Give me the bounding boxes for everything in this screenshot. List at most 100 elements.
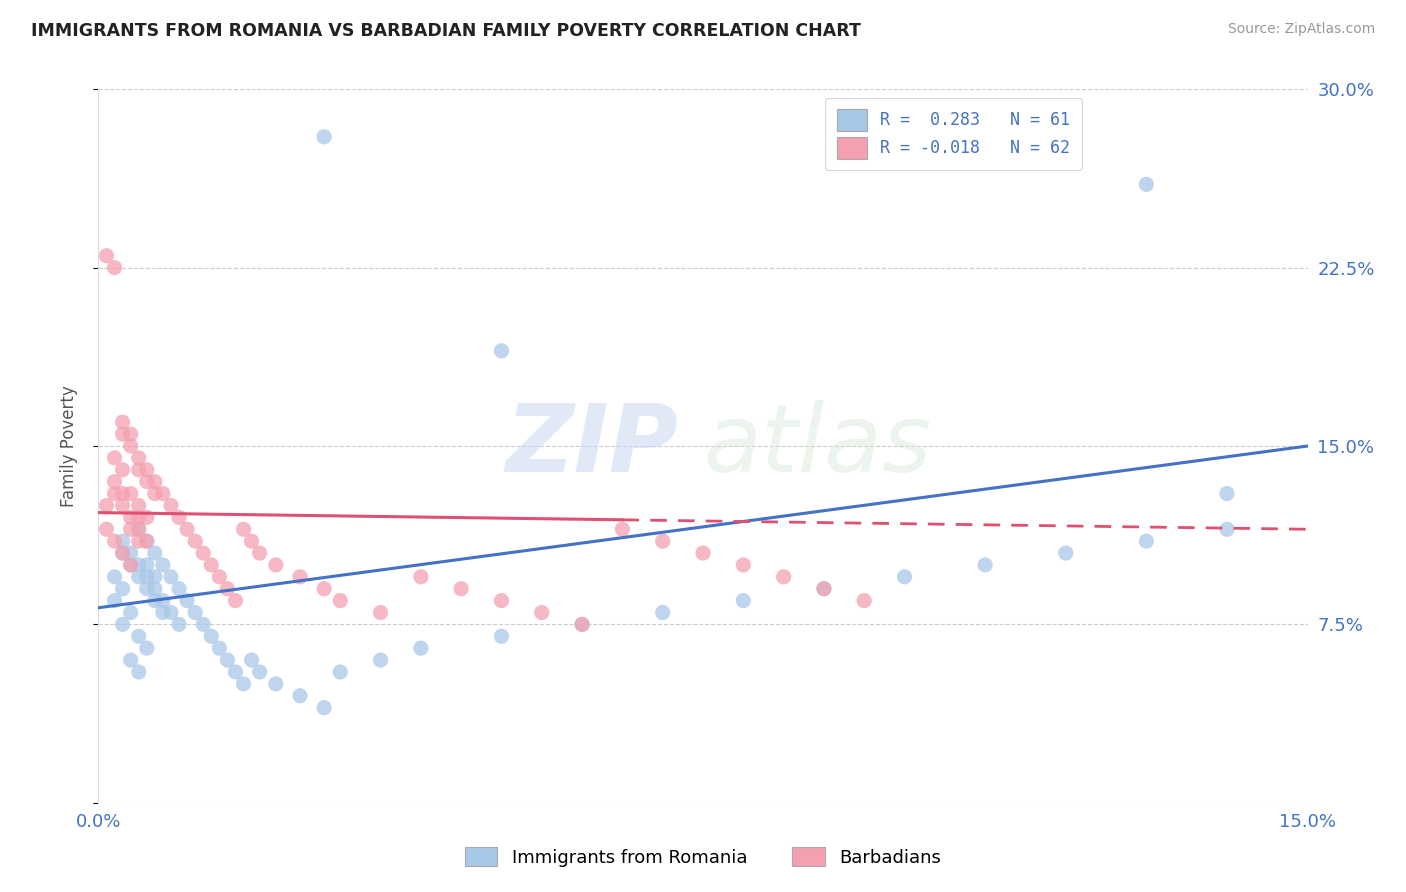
Point	[152, 486, 174, 500]
Point	[96, 499, 118, 513]
Point	[1216, 486, 1239, 500]
Point	[103, 475, 125, 489]
Point	[160, 570, 183, 584]
Point	[571, 617, 593, 632]
Point	[240, 653, 263, 667]
Text: ZIP: ZIP	[506, 400, 679, 492]
Point	[167, 510, 190, 524]
Point	[193, 617, 215, 632]
Point	[264, 677, 287, 691]
Point	[152, 606, 174, 620]
Point	[224, 665, 246, 679]
Point	[329, 593, 352, 607]
Point	[193, 546, 215, 560]
Point	[120, 486, 142, 500]
Point	[128, 522, 150, 536]
Point	[772, 570, 794, 584]
Point	[128, 450, 150, 465]
Point	[120, 439, 142, 453]
Point	[217, 653, 239, 667]
Point	[288, 689, 311, 703]
Point	[143, 582, 166, 596]
Point	[103, 450, 125, 465]
Point	[128, 510, 150, 524]
Point	[120, 510, 142, 524]
Point	[135, 641, 157, 656]
Point	[853, 593, 876, 607]
Point	[111, 546, 134, 560]
Point	[224, 593, 246, 607]
Text: Source: ZipAtlas.com: Source: ZipAtlas.com	[1227, 22, 1375, 37]
Point	[240, 534, 263, 549]
Point	[120, 606, 142, 620]
Point	[135, 582, 157, 596]
Point	[184, 534, 207, 549]
Point	[128, 522, 150, 536]
Point	[1054, 546, 1077, 560]
Point	[314, 129, 336, 144]
Point	[135, 534, 157, 549]
Point	[135, 510, 157, 524]
Point	[111, 415, 134, 429]
Point	[143, 475, 166, 489]
Point	[120, 558, 142, 572]
Point	[813, 582, 835, 596]
Point	[232, 677, 254, 691]
Point	[111, 463, 134, 477]
Point	[111, 499, 134, 513]
Y-axis label: Family Poverty: Family Poverty	[59, 385, 77, 507]
Point	[111, 427, 134, 442]
Point	[135, 534, 157, 549]
Point	[200, 629, 222, 643]
Point	[103, 593, 125, 607]
Point	[135, 463, 157, 477]
Point	[176, 522, 198, 536]
Text: IMMIGRANTS FROM ROMANIA VS BARBADIAN FAMILY POVERTY CORRELATION CHART: IMMIGRANTS FROM ROMANIA VS BARBADIAN FAM…	[31, 22, 860, 40]
Point	[128, 534, 150, 549]
Point	[208, 641, 231, 656]
Point	[409, 641, 432, 656]
Point	[103, 486, 125, 500]
Point	[491, 343, 513, 358]
Point	[571, 617, 593, 632]
Point	[103, 260, 125, 275]
Point	[692, 546, 714, 560]
Point	[1216, 522, 1239, 536]
Point	[200, 558, 222, 572]
Point	[370, 606, 392, 620]
Point	[314, 582, 336, 596]
Point	[143, 486, 166, 500]
Point	[409, 570, 432, 584]
Point	[160, 606, 183, 620]
Point	[160, 499, 183, 513]
Point	[152, 593, 174, 607]
Point	[120, 653, 142, 667]
Point	[128, 558, 150, 572]
Point	[314, 700, 336, 714]
Text: atlas: atlas	[703, 401, 931, 491]
Point	[111, 486, 134, 500]
Legend: R =  0.283   N = 61, R = -0.018   N = 62: R = 0.283 N = 61, R = -0.018 N = 62	[825, 97, 1081, 170]
Point	[491, 593, 513, 607]
Point	[491, 629, 513, 643]
Point	[128, 463, 150, 477]
Point	[1135, 534, 1157, 549]
Point	[217, 582, 239, 596]
Point	[612, 522, 634, 536]
Point	[103, 534, 125, 549]
Point	[143, 570, 166, 584]
Point	[893, 570, 915, 584]
Point	[128, 499, 150, 513]
Point	[143, 593, 166, 607]
Point	[128, 570, 150, 584]
Point	[288, 570, 311, 584]
Point	[120, 546, 142, 560]
Point	[733, 593, 755, 607]
Point	[450, 582, 472, 596]
Point	[143, 546, 166, 560]
Point	[111, 582, 134, 596]
Point	[1135, 178, 1157, 192]
Point	[167, 582, 190, 596]
Point	[96, 522, 118, 536]
Point	[651, 534, 673, 549]
